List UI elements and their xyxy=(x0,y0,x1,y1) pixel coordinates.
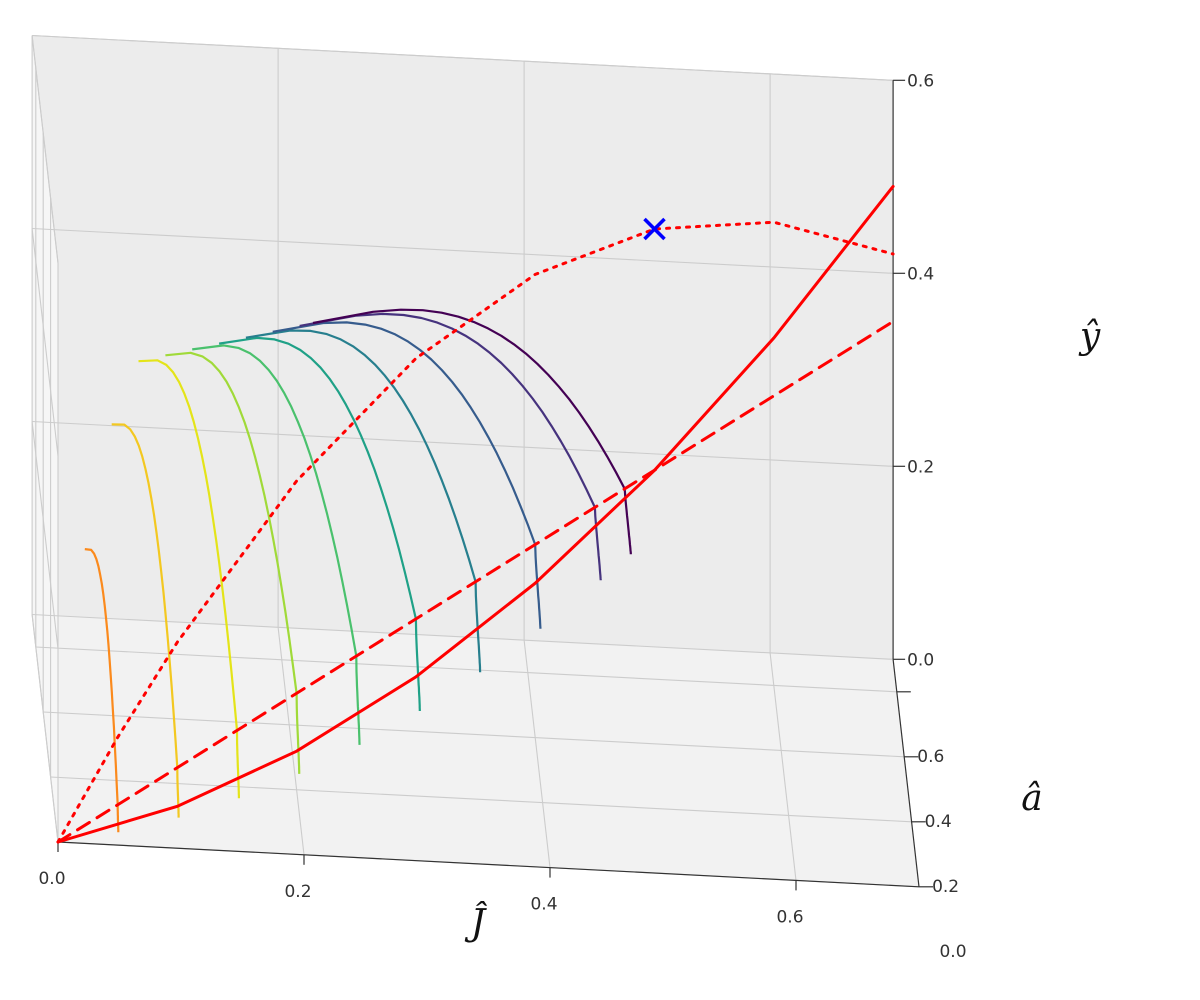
boundary-curves xyxy=(56,184,895,844)
back-gridline-v xyxy=(32,420,894,467)
j-axis-label: Ĵ xyxy=(464,901,488,944)
j-tick-label: 0.6 xyxy=(776,907,803,927)
back-gridline-v xyxy=(32,613,894,660)
side-top-edge xyxy=(31,35,59,264)
side-pane xyxy=(32,35,58,842)
v-tick-label: 0.4 xyxy=(907,264,934,284)
axis-lines xyxy=(57,79,933,891)
floor-pane xyxy=(32,614,920,887)
v-axis-label: ŷ xyxy=(1078,316,1101,357)
marker-x-stroke xyxy=(643,217,666,241)
back-top-edge xyxy=(32,34,894,81)
j-axis-line xyxy=(57,841,920,888)
j-tick-label: 0.4 xyxy=(530,895,557,915)
v-tick-label: 0.6 xyxy=(907,71,934,91)
side-gridline-v xyxy=(31,614,59,843)
a-tick-label: 0.4 xyxy=(925,812,952,832)
floor-gridline-j xyxy=(277,627,305,855)
boundary-dotted-line xyxy=(56,220,895,844)
markers xyxy=(643,217,666,241)
a-tick-label: 0.0 xyxy=(939,942,966,962)
side-gridline-v xyxy=(31,228,59,457)
v-tick-label: 0.0 xyxy=(907,650,934,670)
floor-gridline-j xyxy=(769,652,797,881)
floor-gridline-a xyxy=(50,776,912,823)
axes-panes xyxy=(32,35,920,887)
a-tick-label: 0.6 xyxy=(917,747,944,767)
back-pane xyxy=(32,35,894,660)
a-axis-line xyxy=(892,659,920,887)
floor-gridline-j xyxy=(523,640,551,868)
boundary-solid-line xyxy=(56,184,895,844)
axis-text: 0.0 0.2 0.4 0.6 0.0 0.2 0.4 0.6 0.0 0.2 0.4 0.6 Ĵâ ŷ xyxy=(38,71,1101,962)
a-axis-label: â xyxy=(1021,778,1042,819)
j-tick-label: 0.2 xyxy=(284,882,311,902)
side-gridline-v xyxy=(31,421,59,650)
floor-gridline-a xyxy=(35,646,897,693)
v-tick-label: 0.2 xyxy=(907,457,934,477)
a-tick-label: 0.2 xyxy=(932,877,959,897)
floor-gridline-a xyxy=(43,711,905,758)
boundary-dashed-line xyxy=(56,320,895,844)
gridlines xyxy=(31,34,920,888)
j-tick-label: 0.0 xyxy=(38,869,65,889)
back-gridline-v xyxy=(32,227,894,274)
